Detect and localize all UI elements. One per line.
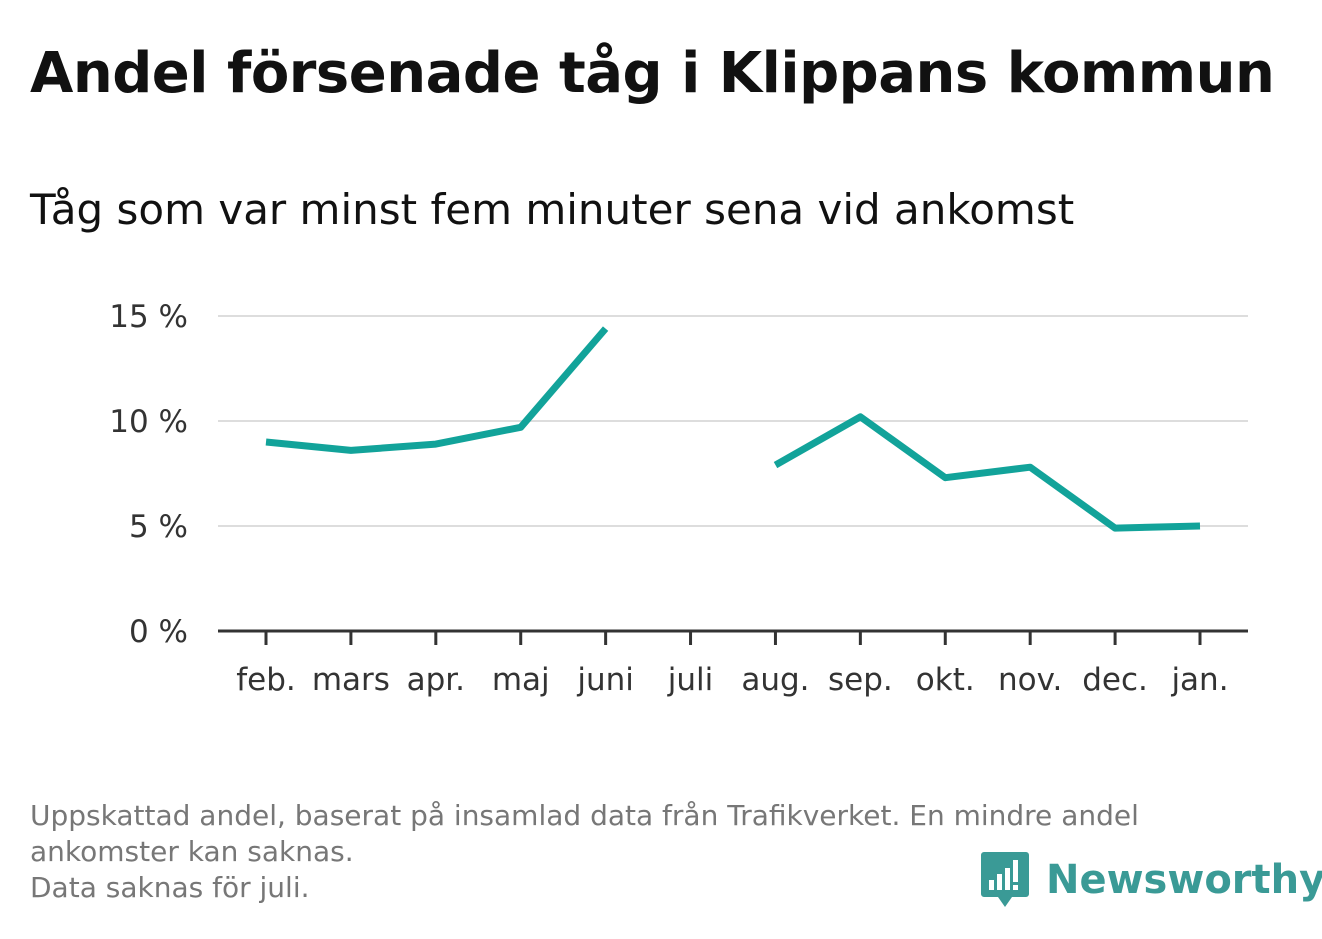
y-tick-label: 15 %	[109, 299, 188, 335]
y-axis-ticks: 0 % 5 % 10 % 15 %	[109, 299, 188, 650]
x-tick-label: juli	[667, 662, 714, 698]
series-line-segment	[265, 326, 609, 454]
x-tick-label: aug.	[741, 662, 809, 698]
y-tick-label: 10 %	[109, 404, 188, 440]
newsworthy-logo-icon	[981, 852, 1029, 907]
chart-subtitle: Tåg som var minst fem minuter sena vid a…	[30, 185, 1075, 234]
footnote-line-2: ankomster kan saknas.	[30, 835, 354, 868]
x-tick-label: juni	[576, 662, 634, 698]
y-tick-label: 0 %	[129, 614, 188, 650]
x-tick-label: dec.	[1082, 662, 1148, 698]
footnote-line-3: Data saknas för juli.	[30, 871, 310, 904]
x-tick-label: sep.	[828, 662, 893, 698]
brand-name: Newsworthy	[1046, 857, 1322, 903]
footnote-line-1: Uppskattad andel, baserat på insamlad da…	[30, 799, 1139, 832]
x-axis-ticks: feb. mars apr. maj juni juli aug. sep. okt. nov. d…	[236, 631, 1229, 698]
series-line-segment	[773, 413, 1201, 532]
chart-title: Andel försenade tåg i Klippans kommun	[30, 41, 1275, 106]
series-delay-share	[265, 326, 1201, 532]
brand-logo: Newsworthy	[980, 848, 1322, 912]
x-tick-label: okt.	[916, 662, 975, 698]
footnote: Uppskattad andel, baserat på insamlad da…	[30, 798, 1290, 906]
grid-lines	[218, 315, 1248, 527]
x-tick-label: jan.	[1170, 662, 1228, 698]
x-tick-label: nov.	[998, 662, 1062, 698]
line-chart: 0 % 5 % 10 % 15 % feb. mars apr. maj juni juli au…	[109, 299, 1248, 698]
x-tick-label: feb.	[236, 662, 296, 698]
x-tick-label: mars	[312, 662, 390, 698]
x-tick-label: maj	[492, 662, 550, 698]
y-tick-label: 5 %	[129, 509, 188, 545]
x-tick-label: apr.	[407, 662, 465, 698]
